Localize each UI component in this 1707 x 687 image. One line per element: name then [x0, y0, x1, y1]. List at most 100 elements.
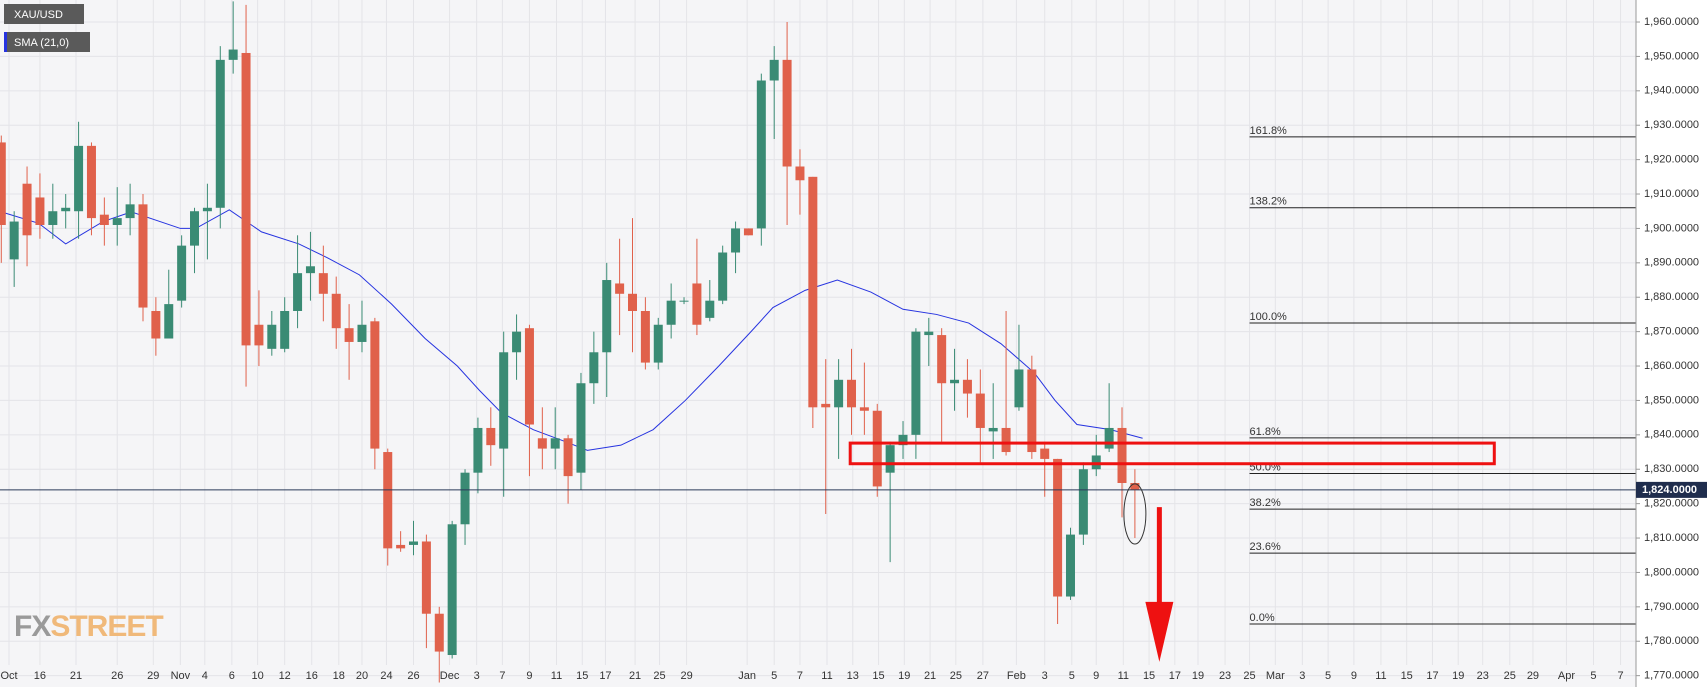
candle-body: [344, 328, 354, 342]
y-tick-label: 1,850.0000: [1644, 394, 1699, 406]
x-tick-label: 11: [821, 670, 832, 682]
y-tick-label: 1,780.0000: [1644, 635, 1699, 647]
candle-body: [486, 427, 496, 446]
candle-body: [911, 331, 921, 435]
y-tick-label: 1,920.0000: [1644, 154, 1699, 166]
candle-body: [808, 176, 818, 408]
candle-body: [318, 273, 328, 294]
candle-body: [1001, 427, 1011, 453]
legend-box: [4, 4, 84, 24]
y-tick-label: 1,840.0000: [1644, 429, 1699, 441]
candle-body: [241, 52, 251, 346]
y-tick-label: 1,800.0000: [1644, 566, 1699, 578]
x-tick-label: 7: [499, 670, 505, 682]
x-tick-label: 18: [333, 670, 345, 682]
fib-label: 161.8%: [1250, 125, 1288, 137]
x-tick-label: 17: [1169, 670, 1181, 682]
candle-body: [228, 49, 238, 60]
candle-body: [1130, 482, 1140, 490]
candle-body: [331, 293, 341, 329]
candle-body: [563, 438, 573, 477]
candle-body: [1040, 448, 1050, 459]
candle-body: [576, 383, 586, 473]
y-tick-label: 1,830.0000: [1644, 463, 1699, 475]
candle-body: [769, 59, 779, 81]
candle-body: [653, 324, 663, 363]
x-tick-label: 16: [306, 670, 318, 682]
candle-body: [112, 218, 122, 225]
x-tick-label: 27: [977, 670, 989, 682]
candle-body: [125, 204, 135, 219]
candle-body: [718, 252, 728, 301]
candle-body: [267, 324, 277, 349]
candle-body: [666, 300, 676, 325]
x-tick-label: 5: [1590, 670, 1596, 682]
candle-body: [22, 183, 32, 236]
candle-body: [821, 403, 831, 408]
y-tick-label: 1,950.0000: [1644, 50, 1699, 62]
candle-body: [885, 445, 895, 473]
candle-body: [396, 544, 406, 549]
candle-body: [628, 293, 638, 311]
fib-label: 38.2%: [1250, 497, 1281, 509]
candle-body: [0, 142, 6, 225]
candle-body: [731, 228, 741, 253]
candle-body: [99, 214, 109, 225]
y-tick-label: 1,860.0000: [1644, 360, 1699, 372]
candle-body: [615, 283, 625, 294]
candle-body: [1027, 369, 1037, 453]
candle-body: [447, 524, 457, 656]
x-tick-label: 5: [771, 670, 777, 682]
candle-body: [1014, 369, 1024, 408]
y-tick-label: 1,770.0000: [1644, 670, 1699, 682]
y-tick-label: 1,820.0000: [1644, 498, 1699, 510]
x-tick-label: 11: [1375, 670, 1386, 682]
candle-body: [743, 228, 753, 236]
legend-box: [4, 32, 90, 52]
x-tick-label: 11: [551, 670, 562, 682]
sma-line: [1, 209, 1143, 451]
candle-body: [512, 331, 522, 353]
candle-body: [280, 310, 290, 349]
candle-body: [35, 197, 45, 225]
x-tick-label: Dec: [440, 670, 460, 682]
candle-body: [499, 352, 509, 449]
candle-body: [937, 335, 947, 384]
x-tick-label: 4: [202, 670, 208, 682]
fib-label: 100.0%: [1250, 311, 1288, 323]
candle-body: [692, 283, 702, 325]
candle-body: [61, 207, 71, 212]
y-tick-label: 1,870.0000: [1644, 326, 1699, 338]
x-tick-label: 5: [1069, 670, 1075, 682]
candle-body: [795, 166, 805, 181]
candle-body: [846, 379, 856, 408]
candle-body: [872, 410, 882, 487]
x-tick-label: 29: [680, 670, 692, 682]
x-tick-label: 3: [474, 670, 480, 682]
x-tick-label: 26: [407, 670, 419, 682]
y-tick-label: 1,930.0000: [1644, 119, 1699, 131]
candle-body: [975, 393, 985, 428]
candle-body: [164, 304, 174, 339]
candle-body: [1053, 458, 1063, 597]
candle-body: [1104, 427, 1114, 449]
candle-body: [293, 273, 303, 311]
candle-body: [705, 300, 715, 318]
x-tick-label: 17: [1426, 670, 1438, 682]
candle-body: [924, 331, 934, 336]
marks: 161.8%138.2%100.0%61.8%50.0%38.2%23.6%0.…: [0, 1, 1636, 683]
candle-body: [190, 211, 200, 246]
x-tick-label: 9: [1093, 670, 1099, 682]
fib-label: 0.0%: [1250, 612, 1275, 624]
candle-body: [202, 207, 212, 212]
candle-body: [434, 613, 444, 652]
x-tick-label: 23: [1219, 670, 1231, 682]
candle-body: [460, 472, 470, 525]
x-tick-label: 16: [34, 670, 46, 682]
watermark-part: STREET: [50, 610, 163, 643]
x-tick-label: 19: [1192, 670, 1204, 682]
x-tick-label: Nov: [171, 670, 191, 682]
x-tick-label: 21: [629, 670, 641, 682]
y-tick-label: 1,900.0000: [1644, 222, 1699, 234]
candle-body: [679, 300, 689, 302]
